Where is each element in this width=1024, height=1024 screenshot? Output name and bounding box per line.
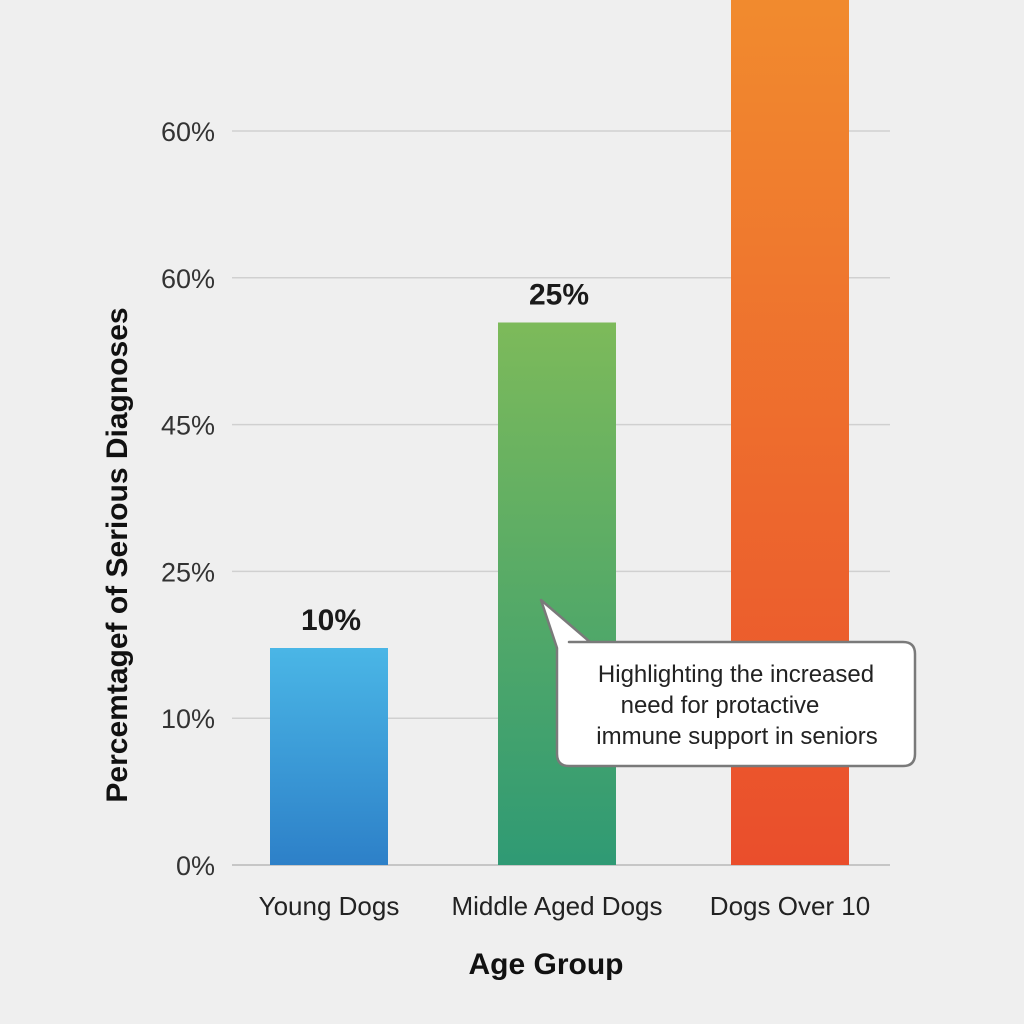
y-tick-label: 60% bbox=[161, 117, 215, 147]
bar-value-label: 10% bbox=[301, 604, 361, 637]
x-tick-label: Dogs Over 10 bbox=[710, 891, 870, 921]
annotation-callout: Highlighting the increased need for prot… bbox=[539, 598, 917, 768]
annotation-line-3: immune support in seniors bbox=[596, 723, 877, 750]
bar bbox=[270, 648, 388, 865]
y-axis-title: Percemtagef of Serious Diagnoses bbox=[101, 307, 134, 802]
x-axis-ticks: Young Dogs Middle Aged Dogs Dogs Over 10 bbox=[259, 891, 871, 921]
bar bbox=[498, 322, 616, 865]
bar-value-label: 25% bbox=[529, 279, 589, 312]
annotation-line-2: need for protactive bbox=[621, 692, 820, 719]
y-axis-ticks: 0% 10% 25% 45% 60% 60% bbox=[161, 117, 215, 881]
y-tick-label: 25% bbox=[161, 557, 215, 587]
annotation-line-1: Highlighting the increased bbox=[598, 661, 874, 688]
y-tick-label: 0% bbox=[176, 851, 215, 881]
x-tick-label: Middle Aged Dogs bbox=[451, 891, 662, 921]
data-labels: 10%25%50% bbox=[301, 279, 589, 638]
x-axis-title: Age Group bbox=[469, 948, 624, 981]
annotation-bubble bbox=[539, 598, 917, 768]
y-tick-label: 45% bbox=[161, 411, 215, 441]
x-tick-label: Young Dogs bbox=[259, 891, 400, 921]
y-tick-label: 10% bbox=[161, 704, 215, 734]
y-tick-label: 60% bbox=[161, 264, 215, 294]
